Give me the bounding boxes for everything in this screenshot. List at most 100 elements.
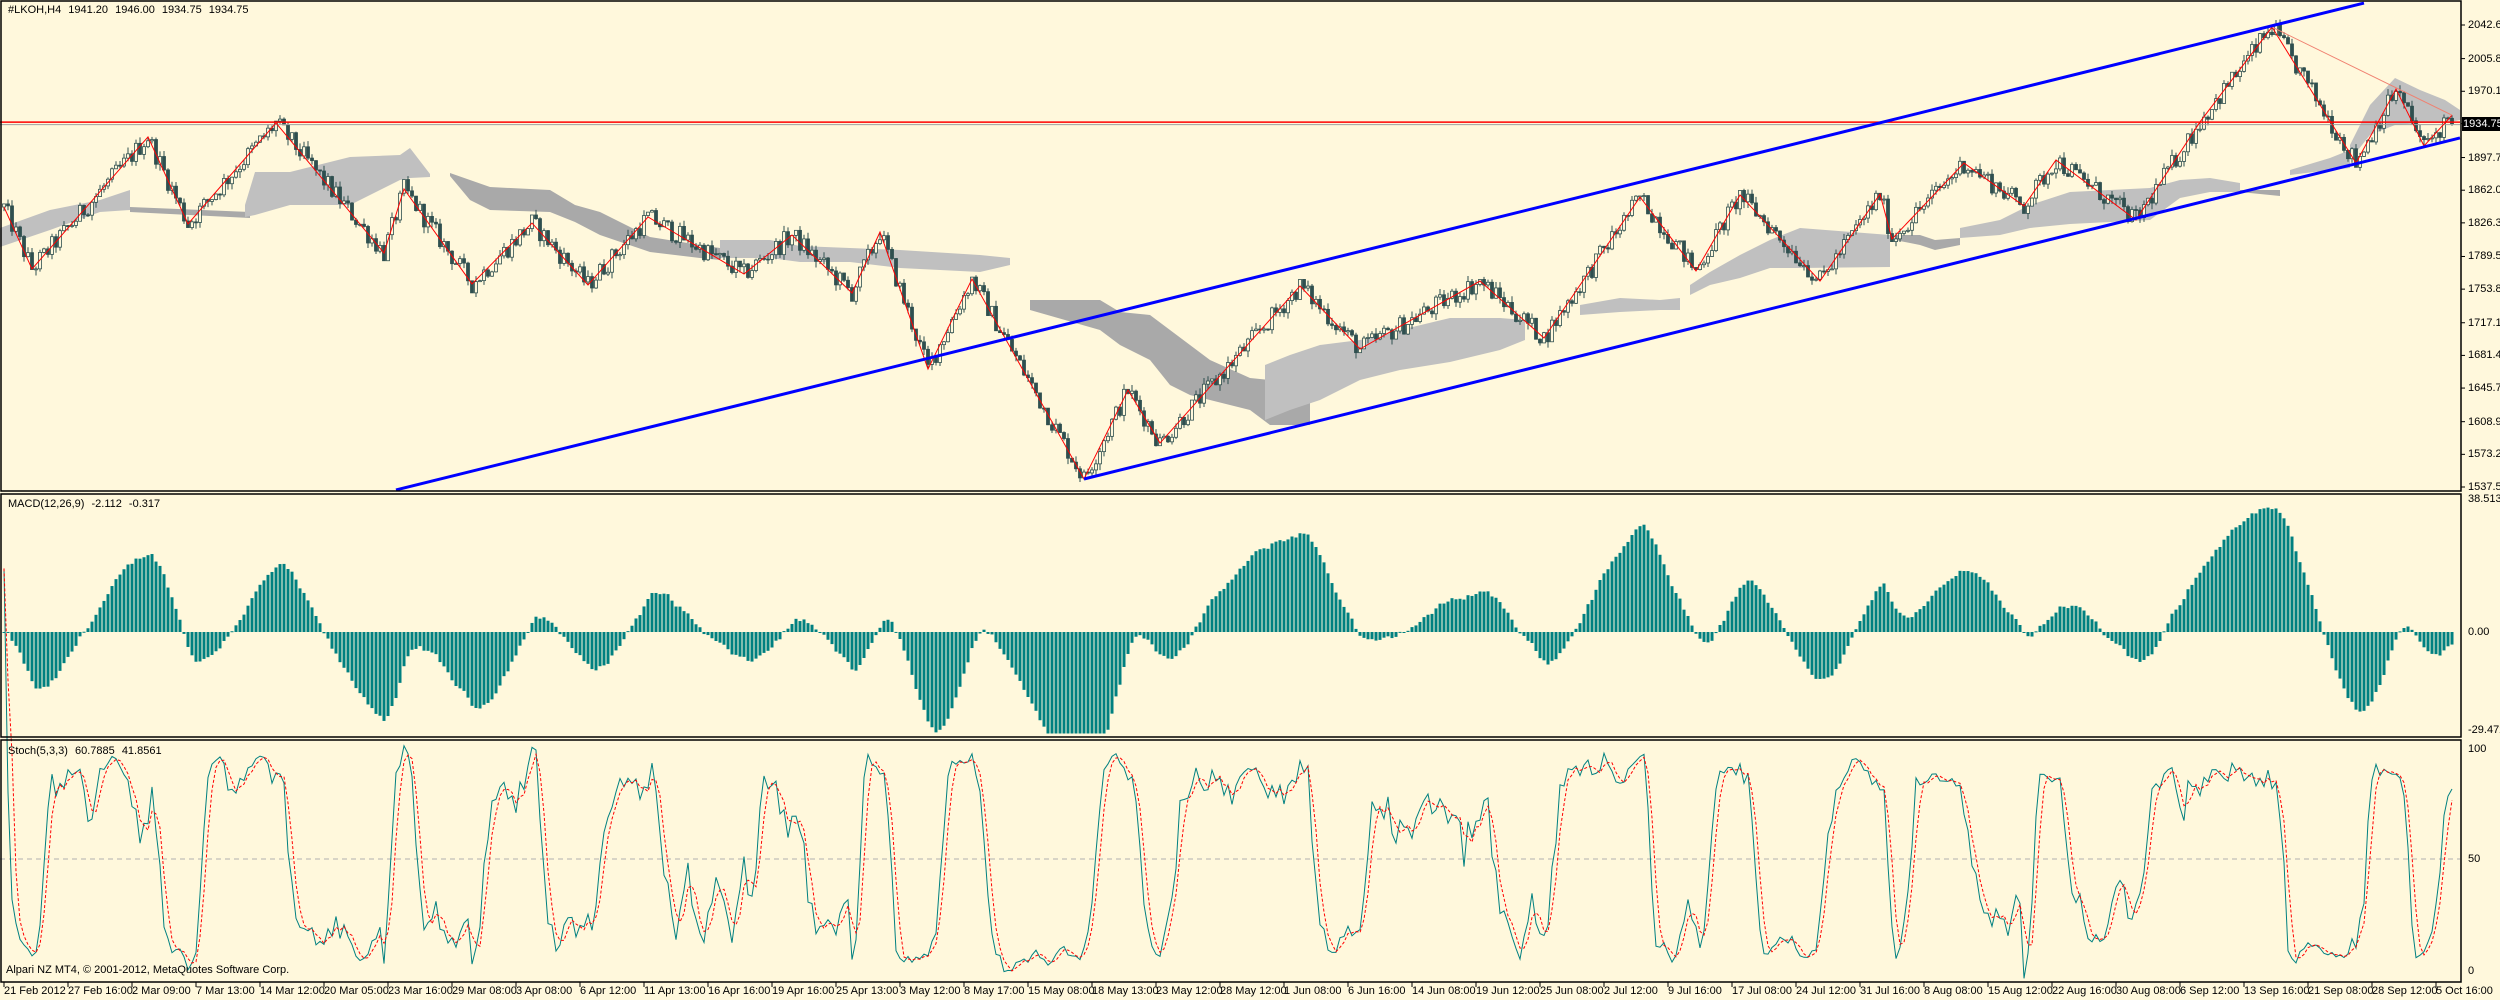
macd-bar <box>1878 586 1882 632</box>
candle-body <box>2134 209 2138 211</box>
candle-body <box>2066 173 2070 177</box>
macd-bar <box>218 632 222 649</box>
candle-body <box>210 199 214 202</box>
macd-bar <box>1054 632 1058 734</box>
macd-bar <box>1986 582 1990 632</box>
macd-bar <box>2166 623 2170 632</box>
macd-bar <box>638 615 642 632</box>
macd-bar <box>2254 513 2258 632</box>
channel-upper-line[interactable] <box>395 1 2365 492</box>
candle-body <box>2406 102 2410 107</box>
macd-bar <box>1110 632 1114 714</box>
candle-body <box>34 268 38 271</box>
macd-bar <box>242 614 246 632</box>
candle-body <box>1222 373 1226 379</box>
macd-bar <box>826 632 830 640</box>
price-tick-label: 1862.00 <box>2468 184 2500 197</box>
macd-bar <box>598 632 602 667</box>
candle-body <box>2182 151 2186 162</box>
candle-body <box>1098 451 1102 465</box>
macd-bar <box>2270 509 2274 632</box>
macd-bar <box>682 611 686 632</box>
macd-bar <box>1902 615 1906 632</box>
macd-bar <box>354 632 358 689</box>
macd-bar <box>914 632 918 689</box>
time-tick-label: 3 May 12:00 <box>900 985 961 997</box>
macd-bar <box>374 632 378 714</box>
macd-bar <box>2250 513 2254 632</box>
candle-body <box>1618 229 1622 235</box>
macd-bar <box>530 622 534 632</box>
macd-bar <box>1286 539 1290 632</box>
macd-bar <box>162 574 166 632</box>
macd-bar <box>1666 575 1670 632</box>
macd-bar <box>794 618 798 632</box>
time-tick-label: 3 Apr 08:00 <box>516 985 573 997</box>
macd-bar <box>1478 591 1482 632</box>
macd-bar <box>1170 632 1174 659</box>
macd-bar <box>1218 591 1222 632</box>
candle-body <box>1374 333 1378 340</box>
macd-bar <box>1442 603 1446 632</box>
macd-bar <box>398 632 402 683</box>
candle-body <box>214 193 218 200</box>
price-tick-label: 1608.95 <box>2468 415 2500 428</box>
macd-bar <box>1462 599 1466 632</box>
candle-body <box>1198 394 1202 404</box>
macd-bar <box>86 628 90 632</box>
candle-body <box>2118 197 2122 201</box>
macd-bar <box>722 632 726 645</box>
macd-bar <box>1234 574 1238 632</box>
main-pane-title: #LKOH,H4 1941.20 1946.00 1934.75 1934.75 <box>8 4 253 16</box>
macd-pane-title: MACD(12,26,9) -2.112 -0.317 <box>8 498 164 510</box>
candle-body <box>1530 317 1534 324</box>
macd-bar <box>406 632 410 657</box>
candle-body <box>178 197 182 204</box>
candle-body <box>90 201 94 216</box>
macd-bar <box>2090 619 2094 632</box>
macd-bar <box>214 632 218 652</box>
candle-body <box>386 234 390 262</box>
macd-bar <box>1754 585 1758 632</box>
candle-body <box>2122 197 2126 208</box>
candle-body <box>1130 390 1134 394</box>
macd-bar <box>962 632 966 674</box>
macd-bar <box>1430 613 1434 632</box>
macd-bar <box>1846 632 1850 646</box>
macd-bar <box>2046 619 2050 632</box>
macd-bar <box>958 632 962 687</box>
macd-bar <box>1022 632 1026 690</box>
macd-bar <box>806 623 810 632</box>
candle-body <box>594 279 598 289</box>
macd-bar <box>2246 518 2250 632</box>
macd-bar <box>394 632 398 699</box>
macd-bar <box>1274 541 1278 632</box>
candle-body <box>1970 169 1974 173</box>
candle-body <box>1182 416 1186 426</box>
candle-body <box>1594 253 1598 278</box>
candle-body <box>2418 130 2422 137</box>
macd-bar <box>442 632 446 667</box>
candle-body <box>1566 300 1570 313</box>
macd-bar <box>1914 612 1918 632</box>
candle-body <box>1310 285 1314 305</box>
candle-body <box>806 238 810 256</box>
candle-body <box>682 226 686 241</box>
macd-bar <box>174 608 178 632</box>
macd-bar <box>42 632 46 687</box>
macd-bar <box>2010 614 2014 632</box>
macd-bar <box>1542 632 1546 661</box>
channel-lower-line[interactable] <box>1083 136 2461 481</box>
time-tick-label: 15 May 08:00 <box>1028 985 1095 997</box>
macd-bar <box>22 632 26 664</box>
macd-bar <box>1734 596 1738 632</box>
candle-body <box>230 176 234 185</box>
macd-bar <box>342 632 346 668</box>
candle-body <box>618 254 622 257</box>
candle-body <box>2074 164 2078 171</box>
macd-bar <box>422 632 426 651</box>
macd-bar <box>2422 632 2426 648</box>
macd-bar <box>494 632 498 694</box>
trendline[interactable] <box>2271 26 2453 116</box>
